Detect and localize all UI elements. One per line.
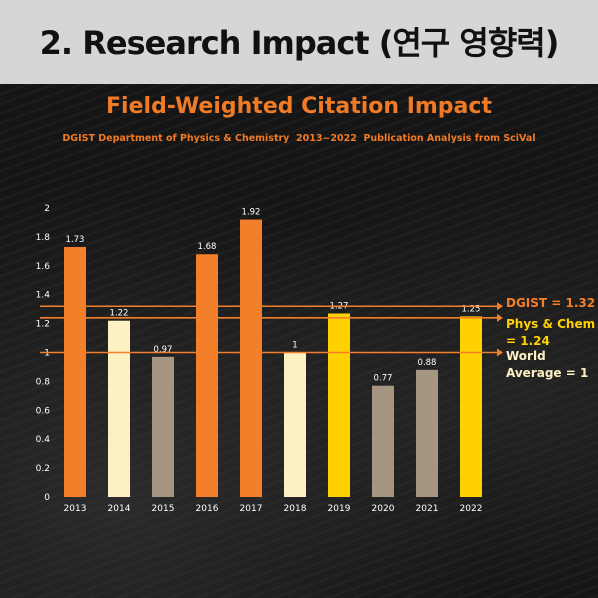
y-tick-label: 0 [44, 493, 50, 503]
y-tick-label: 1.4 [36, 291, 51, 301]
x-tick-label: 2017 [240, 504, 263, 514]
x-tick-label: 2015 [152, 504, 175, 514]
header-band [0, 0, 598, 84]
bar-2019 [328, 313, 350, 497]
data-label-2020: 0.77 [374, 374, 393, 384]
x-tick-label: 2016 [196, 504, 219, 514]
y-tick-label: 1.2 [36, 320, 50, 330]
x-tick-label: 2020 [372, 504, 395, 514]
reference-line-label: Average = 1 [506, 366, 588, 380]
chart-title: Field-Weighted Citation Impact [106, 94, 492, 119]
bar-2016 [196, 254, 218, 497]
x-tick-label: 2022 [460, 504, 483, 514]
x-axis-ticks: 2013 2014 2015 2016 2017 2018 2019 2020 2021 2022 [64, 504, 483, 514]
x-tick-label: 2013 [64, 504, 87, 514]
reference-line-label: = 1.24 [506, 334, 550, 348]
y-tick-label: 1.6 [36, 262, 51, 272]
y-tick-label: 1.8 [36, 233, 51, 243]
data-label-2017: 1.92 [242, 208, 261, 218]
data-label-2015: 0.97 [154, 345, 173, 355]
bar-2015 [152, 356, 174, 497]
bar-2014 [108, 320, 130, 497]
y-tick-label: 1 [44, 349, 50, 359]
reference-line-arrowhead [497, 313, 503, 322]
chart-subtitle: DGIST Department of Physics & Chemistry … [62, 133, 536, 144]
reference-line-arrowhead [497, 302, 503, 311]
data-label-2014: 1.22 [110, 309, 129, 319]
reference-line-arrowhead [497, 348, 503, 357]
y-tick-label: 0.4 [36, 435, 51, 445]
background-texture [0, 84, 598, 598]
bars [64, 219, 482, 497]
x-tick-label: 2019 [328, 504, 351, 514]
x-tick-label: 2021 [416, 504, 439, 514]
reference-line-label: Phys & Chem [506, 317, 595, 331]
bar-2013 [64, 247, 86, 497]
y-tick-label: 0.6 [36, 406, 51, 416]
y-tick-label: 2 [44, 204, 50, 214]
y-tick-label: 0.8 [36, 377, 51, 387]
reference-line-label: World [506, 349, 546, 363]
data-label-2013: 1.73 [66, 235, 85, 245]
bar-2020 [372, 385, 394, 497]
bar-2017 [240, 219, 262, 497]
x-tick-label: 2014 [108, 504, 131, 514]
bar-2021 [416, 369, 438, 497]
data-label-2016: 1.68 [198, 242, 217, 252]
y-tick-label: 0.2 [36, 464, 50, 474]
x-tick-label: 2018 [284, 504, 307, 514]
data-label-2021: 0.88 [418, 358, 437, 368]
bar-2022 [460, 316, 482, 497]
reference-line-label: DGIST = 1.32 [506, 296, 595, 310]
data-label-2022: 1.25 [462, 304, 481, 314]
data-label-2018: 1 [292, 341, 297, 351]
y-axis-ticks: 0 0.2 0.4 0.6 0.8 1 1.2 1.4 1.6 1.8 2 [36, 204, 51, 503]
bar-2018 [284, 352, 306, 497]
page-title: 2. Research Impact (연구 영향력) [39, 24, 560, 62]
